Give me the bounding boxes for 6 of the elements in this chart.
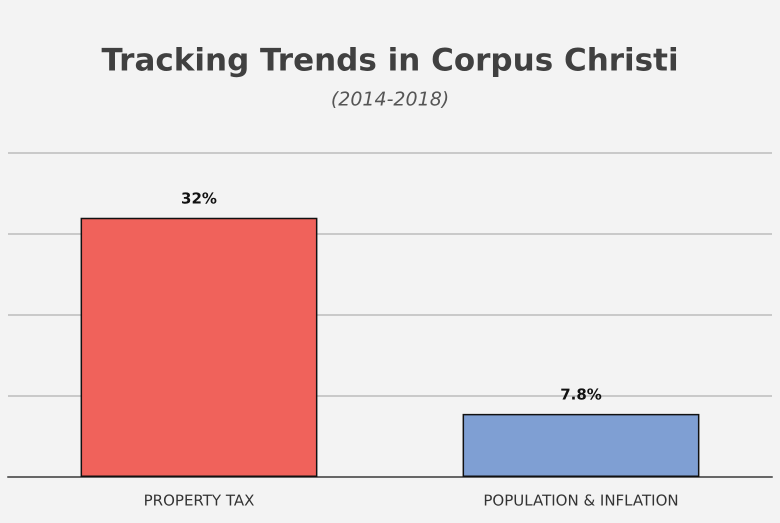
x-tick-label: POPULATION & INFLATION <box>483 492 679 510</box>
data-label: 7.8% <box>560 385 602 404</box>
data-label: 32% <box>181 189 217 208</box>
x-tick-label: PROPERTY TAX <box>144 492 254 510</box>
chart-title: Tracking Trends in Corpus Christi <box>101 42 679 78</box>
chart-subtitle: (2014-2018) <box>330 88 450 110</box>
